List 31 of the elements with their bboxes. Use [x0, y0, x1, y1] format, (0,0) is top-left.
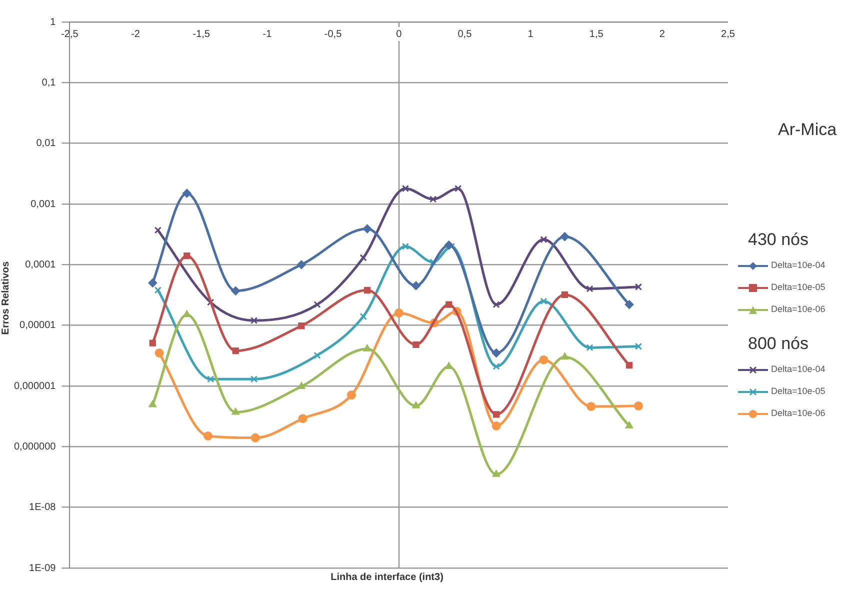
y-tick-label: 1E-09	[29, 562, 56, 574]
x-tick-label: 1,5	[589, 28, 604, 40]
x-tick-label: -2	[131, 28, 140, 40]
text: 800 nós	[748, 334, 810, 354]
y-tick-label: 1	[50, 16, 56, 28]
legend-label: Delta=10e-04	[771, 364, 826, 374]
y-tick-label: 0,01	[36, 138, 56, 150]
y-tick-label: 0,000001	[14, 380, 56, 392]
y-axis-title: Erros Relativos	[0, 261, 12, 335]
legend-label: Delta=10e-06	[771, 408, 826, 418]
y-tick-label: 1E-08	[29, 502, 56, 514]
x-tick-label: -1,5	[192, 28, 210, 40]
x-tick-label: 2,5	[721, 28, 736, 40]
text: 430 nós	[748, 230, 810, 250]
x-tick-label: 0	[396, 28, 402, 40]
y-tick-label: 0,000000	[14, 441, 56, 452]
legend-label: Delta=10e-06	[771, 304, 826, 314]
legend-label: Delta=10e-05	[771, 386, 826, 396]
y-tick-label: 0,1	[42, 77, 56, 88]
text: Ar-Mica	[778, 120, 837, 140]
x-axis-title: Linha de interface (int3)	[330, 572, 444, 583]
y-tick-label: 0,00001	[20, 320, 56, 332]
legend-label: Delta=10e-05	[771, 282, 826, 292]
y-tick-label: 0,001	[30, 198, 56, 210]
x-tick-label: -0,5	[324, 28, 342, 40]
x-tick-label: 1	[528, 28, 534, 40]
x-tick-label: 2	[659, 28, 666, 40]
y-tick-label: 0,0001	[25, 259, 56, 270]
legend-label: Delta=10e-04	[771, 260, 826, 270]
x-tick-label: -1	[262, 28, 272, 40]
x-tick-label: 0,5	[458, 28, 472, 40]
